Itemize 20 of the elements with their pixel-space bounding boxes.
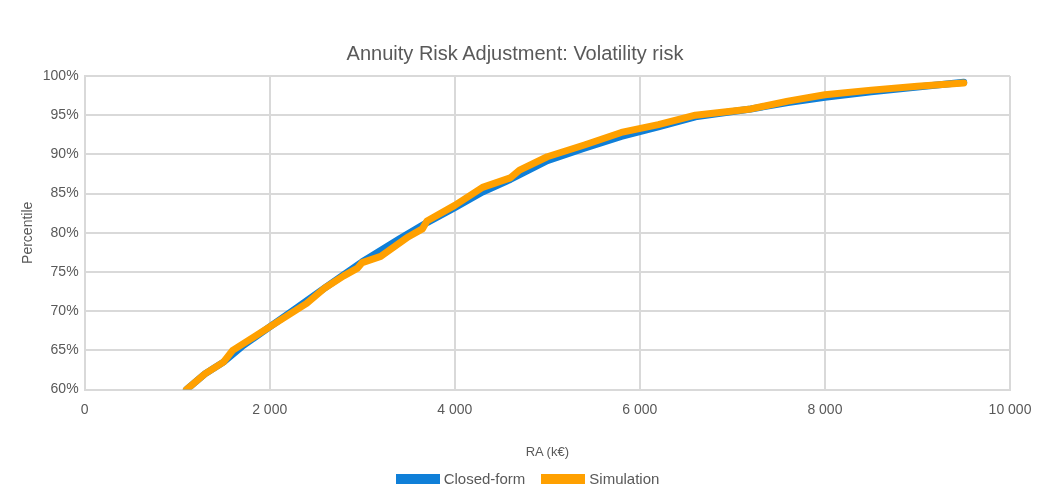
x-axis-title: RA (k€) [525, 443, 569, 459]
y-tick-label: 65% [50, 341, 79, 358]
y-tick-label: 85% [50, 184, 79, 201]
x-tick-label: 4 000 [437, 400, 473, 417]
y-axis-title: Percentile [19, 201, 36, 264]
x-tick-label: 10 000 [988, 400, 1032, 417]
chart-title: Annuity Risk Adjustment: Volatility risk [346, 41, 685, 64]
x-tick-label: 0 [80, 400, 89, 417]
y-tick-label: 70% [50, 302, 79, 319]
y-tick-label: 80% [50, 223, 79, 240]
y-tick-label: 90% [50, 145, 79, 162]
x-tick-label: 2 000 [252, 400, 288, 417]
x-tick-label: 8 000 [807, 400, 843, 417]
legend-label: Closed-form [443, 470, 526, 487]
y-tick-label: 60% [50, 380, 79, 397]
y-tick-label: 100% [42, 66, 79, 83]
y-tick-label: 95% [50, 106, 79, 123]
x-tick-label: 6 000 [622, 400, 658, 417]
legend-label: Simulation [589, 470, 660, 487]
y-tick-label: 75% [50, 262, 79, 279]
